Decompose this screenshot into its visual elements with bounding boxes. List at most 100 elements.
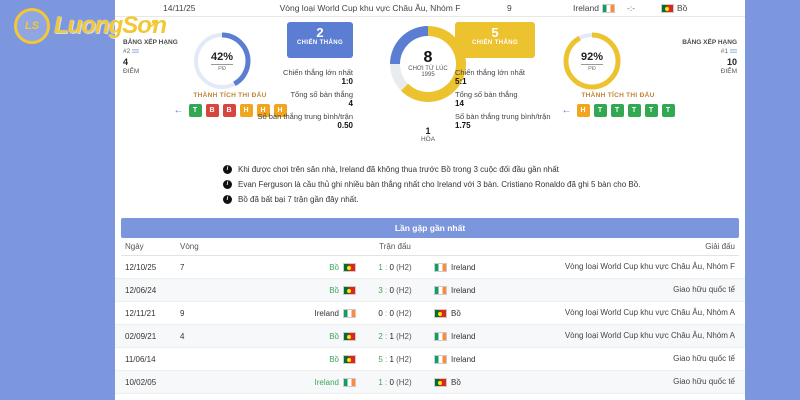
score-team2: 1 [389, 331, 394, 341]
stat-label: Số bàn thắng trung bình/trận [257, 112, 354, 121]
portugal-flag-icon [343, 262, 356, 272]
stat-label: Chiến thắng lớn nhất [283, 68, 353, 77]
form-result-box: H [576, 104, 590, 117]
row-team2: Ireland [434, 262, 560, 272]
match-competition: Vòng loại World Cup khu vực Châu Âu, Nhó… [279, 3, 461, 13]
gauge-divider [211, 63, 233, 65]
row-score: 3 : 0 (H2) [356, 286, 434, 295]
insight-note: i Evan Ferguson là cầu thủ ghi nhiều bàn … [223, 178, 745, 193]
form-result-box: T [627, 104, 641, 117]
home-rank-position: #2 [123, 47, 193, 56]
row-match: Bồ 1 : 0 (H2) Ireland [230, 262, 560, 272]
draws-label: HÒA [420, 136, 436, 143]
score-team2: 0 [389, 285, 394, 295]
info-icon: i [223, 180, 232, 189]
score-half: (H2) [393, 354, 412, 364]
form-result-box: T [188, 104, 202, 117]
h2h-table-row[interactable]: 11/06/14 Bồ 5 : 1 (H2) Ireland Giao hữu quốc… [115, 348, 745, 371]
home-gauge-ring [193, 32, 251, 90]
stat-label: Số bàn thắng trung bình/trận [455, 112, 551, 121]
score-team1: 3 [378, 285, 383, 295]
stat-value: 0.50 [337, 121, 353, 130]
score-colon: : [382, 262, 390, 272]
row-date: 11/06/14 [125, 354, 156, 364]
home-form-gauge: 42% PĐ [193, 32, 251, 90]
row-match: Bồ 2 : 1 (H2) Ireland [230, 331, 560, 341]
col-date: Ngày [125, 242, 144, 251]
row-competition: Giao hữu quốc tế [560, 377, 735, 387]
match-header-bar: 14/11/25 Vòng loại World Cup khu vực Châ… [115, 0, 745, 17]
score-half: (H2) [393, 285, 412, 295]
stat-value: 1:0 [341, 77, 353, 86]
insight-note: i Khi được chơi trên sân nhà, Ireland đã … [223, 163, 745, 178]
competition-text: Vòng loại World Cup khu vực Châu Âu, Nhó… [564, 308, 735, 317]
competition-text: Vòng loại World Cup khu vực Châu Âu, Nhó… [564, 262, 735, 271]
row-match: Ireland 1 : 0 (H2) Bồ [230, 377, 560, 387]
away-team-header[interactable]: Bồ [661, 0, 687, 16]
h2h-table-row[interactable]: 12/11/21 9 Ireland 0 : 0 (H2) Bồ Vòng loại Wo… [115, 302, 745, 325]
team1-name: Bồ [329, 262, 339, 272]
stat-value: 1.75 [455, 121, 471, 130]
team1-name: Ireland [314, 308, 339, 318]
h2h-table-row[interactable]: 10/02/05 Ireland 1 : 0 (H2) Bồ Giao hữu quốc… [115, 371, 745, 394]
home-stats-list: Chiến thắng lớn nhất 1:0 Tổng số bàn thắng… [227, 68, 354, 134]
row-competition: Vòng loại World Cup khu vực Châu Âu, Nhó… [560, 308, 735, 318]
portugal-flag-icon [661, 3, 674, 13]
score-team1: 0 [378, 308, 383, 318]
team1-name: Bồ [329, 354, 339, 364]
h2h-table-row[interactable]: 12/06/24 Bồ 3 : 0 (H2) Ireland Giao hữu quốc… [115, 279, 745, 302]
globe-icon: LS [14, 8, 50, 44]
row-team2: Bồ [434, 377, 560, 387]
score-team1: 1 [378, 262, 383, 272]
score-half: (H2) [393, 331, 412, 341]
score-colon: : [382, 308, 390, 318]
h2h-table-row[interactable]: 02/09/21 4 Bồ 2 : 1 (H2) Ireland Vòng loại Wo… [115, 325, 745, 348]
row-team2: Ireland [434, 285, 560, 295]
score-team1: 2 [378, 331, 383, 341]
stat-item: Số bàn thắng trung bình/trận 1.75 [455, 112, 585, 130]
competition-text: Giao hữu quốc tế [673, 354, 735, 363]
row-score: 0 : 0 (H2) [356, 309, 434, 318]
score-team2: 0 [389, 377, 394, 387]
insight-notes: i Khi được chơi trên sân nhà, Ireland đã … [115, 163, 745, 208]
home-wins-box: 2 CHIẾN THẮNG [287, 22, 353, 58]
score-team2: 0 [389, 308, 394, 318]
standings-list-icon [132, 48, 140, 54]
stat-value: 5:1 [455, 77, 467, 86]
row-team2: Ireland [434, 331, 560, 341]
score-colon: : [382, 331, 390, 341]
score-half: (H2) [393, 377, 412, 387]
h2h-table-title: Lần gặp gần nhất [121, 218, 739, 238]
luongson-logo[interactable]: LS LuongSơn [14, 8, 167, 44]
away-form-label: THÀNH TÍCH THI ĐẤU [581, 92, 655, 99]
row-competition: Giao hữu quốc tế [560, 285, 735, 295]
info-icon: i [223, 165, 232, 174]
away-form-boxes: ← H T T T T T [533, 104, 703, 117]
stat-item: Tổng số bàn thắng 14 [455, 90, 585, 108]
gauge-divider [581, 63, 603, 65]
score-half: (H2) [393, 308, 412, 318]
ireland-flag-icon [434, 285, 447, 295]
stat-item: Chiến thắng lớn nhất 1:0 [227, 68, 353, 86]
portugal-flag-icon [343, 354, 356, 364]
row-date: 12/11/21 [125, 308, 156, 318]
score-team2: 1 [389, 354, 394, 364]
ireland-flag-icon [602, 3, 615, 13]
team1-name: Ireland [314, 377, 339, 387]
score-colon: : [382, 354, 390, 364]
home-team-name: Ireland [573, 3, 599, 13]
h2h-table-row[interactable]: 12/10/25 7 Bồ 1 : 0 (H2) Ireland Vòng loại Wo… [115, 256, 745, 279]
form-result-box: B [222, 104, 236, 117]
away-points: 10 [726, 57, 737, 67]
row-match: Bồ 5 : 1 (H2) Ireland [230, 354, 560, 364]
row-team1: Bồ [230, 331, 356, 341]
col-match: Trận đấu [379, 242, 411, 251]
away-team-name: Bồ [677, 3, 688, 13]
home-team-header[interactable]: Ireland [535, 0, 615, 16]
score-colon: : [382, 285, 390, 295]
row-team2: Bồ [434, 308, 560, 318]
home-ranking-block: BẢNG XẾP HẠNG #2 4 ĐIỂM [123, 38, 193, 76]
insight-note: i Bồ đã bất bại 7 trận gần đây nhất. [223, 193, 745, 208]
home-wins-label: CHIẾN THẮNG [296, 40, 344, 46]
